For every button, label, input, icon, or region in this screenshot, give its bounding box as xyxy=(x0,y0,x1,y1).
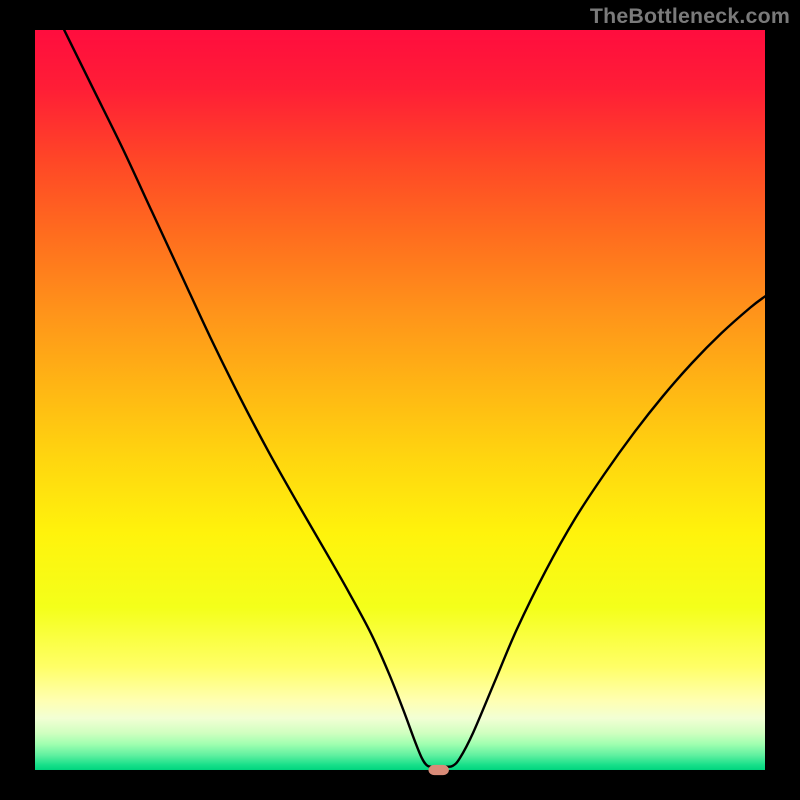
chart-canvas: TheBottleneck.com xyxy=(0,0,800,800)
bottleneck-chart xyxy=(0,0,800,800)
optimal-point-marker xyxy=(428,765,448,775)
plot-background xyxy=(35,30,765,770)
watermark-text: TheBottleneck.com xyxy=(590,4,790,29)
